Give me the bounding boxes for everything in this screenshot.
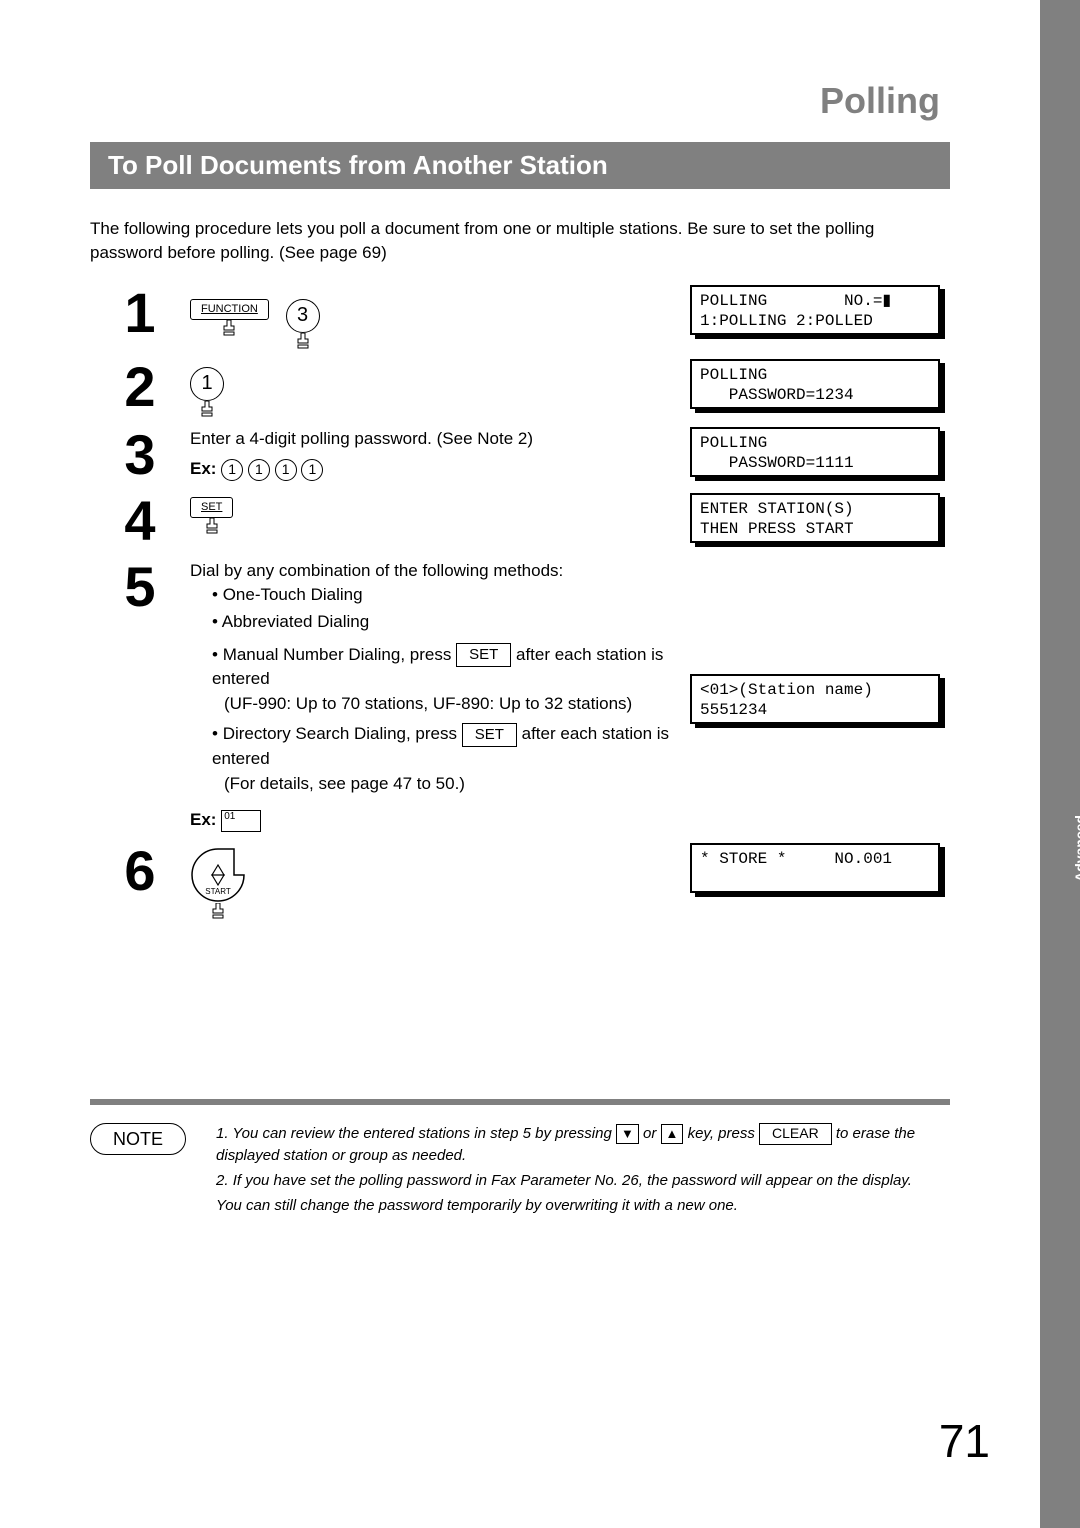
lcd-display: POLLING NO.=▮ 1:POLLING 2:POLLED	[690, 285, 940, 335]
lcd-line1: <01>(Station name)	[700, 681, 873, 699]
bullet-4: • Directory Search Dialing, press SET af…	[212, 722, 680, 796]
lcd-display: ENTER STATION(S) THEN PRESS START	[690, 493, 940, 543]
press-hand-icon	[293, 333, 313, 349]
step-number: 5	[90, 559, 190, 615]
start-key[interactable]: START	[190, 847, 246, 903]
lcd-line1: POLLING	[700, 366, 767, 384]
lcd-line2: THEN PRESS START	[700, 520, 854, 538]
step-3: 3 Enter a 4-digit polling password. (See…	[90, 427, 950, 483]
circle-key-stack: 3	[286, 299, 320, 349]
numkey-1[interactable]: 1	[275, 459, 297, 481]
set-key-inline[interactable]: SET	[456, 643, 511, 667]
step-6: 6 START	[90, 843, 950, 919]
lcd-line1: * STORE * NO.001	[700, 850, 892, 868]
step-5: 5 Dial by any combination of the followi…	[90, 559, 950, 833]
lcd-line1: POLLING NO.=▮	[700, 292, 891, 310]
step-1: 1 FUNCTION 3	[90, 285, 950, 349]
step3-text: Enter a 4-digit polling password. (See N…	[190, 427, 680, 452]
bullet-2-text: Abbreviated Dialing	[222, 612, 369, 631]
lcd-display: * STORE * NO.001	[690, 843, 940, 893]
step-4: 4 SET ENTER STATION(S) THEN PRESS START	[90, 493, 950, 549]
side-tab-text-top: Advanced	[1072, 815, 1080, 882]
manual-page: Advanced Features Polling To Poll Docume…	[0, 0, 1080, 1528]
ex-label: Ex:	[190, 810, 216, 829]
note-2a: 2. If you have set the polling password …	[216, 1170, 950, 1191]
circle-key-stack: 1	[190, 367, 224, 417]
press-hand-icon	[219, 320, 239, 336]
lcd-display: POLLING PASSWORD=1111	[690, 427, 940, 477]
note-1c: key, press	[688, 1125, 759, 1142]
note-body: 1. You can review the entered stations i…	[216, 1123, 950, 1220]
lcd-line1: ENTER STATION(S)	[700, 500, 854, 518]
function-key[interactable]: FUNCTION	[190, 299, 269, 320]
lcd-line2: 1:POLLING 2:POLLED	[700, 312, 873, 330]
down-arrow-key[interactable]: ▼	[616, 1124, 639, 1144]
page-number: 71	[939, 1414, 990, 1468]
step-number: 2	[90, 359, 190, 415]
bullet-3: • Manual Number Dialing, press SET after…	[212, 643, 680, 717]
note-2b: You can still change the password tempor…	[216, 1195, 950, 1216]
bullet-3c: (UF-990: Up to 70 stations, UF-890: Up t…	[224, 694, 632, 713]
ex-label: Ex:	[190, 459, 216, 478]
lcd-display: POLLING PASSWORD=1234	[690, 359, 940, 409]
start-key-stack: START	[190, 847, 246, 919]
numkey-1[interactable]: 1	[221, 459, 243, 481]
numkey-1[interactable]: 1	[248, 459, 270, 481]
side-tab: Advanced Features	[1040, 0, 1080, 1528]
step-number: 3	[90, 427, 190, 483]
lcd-line2: PASSWORD=1234	[700, 386, 854, 404]
numkey-3[interactable]: 3	[286, 299, 320, 333]
step-2: 2 1 POLLING PASSWORD=1234	[90, 359, 950, 417]
step5-intro: Dial by any combination of the following…	[190, 559, 680, 584]
bullet-1-text: One-Touch Dialing	[223, 585, 363, 604]
bottom-divider	[90, 1099, 950, 1105]
numkey-1[interactable]: 1	[301, 459, 323, 481]
function-key-stack: FUNCTION	[190, 299, 269, 336]
note-1a: 1. You can review the entered stations i…	[216, 1125, 616, 1142]
page-content: Polling To Poll Documents from Another S…	[0, 0, 1040, 1280]
intro-text: The following procedure lets you poll a …	[90, 217, 950, 265]
side-tab-label: Advanced Features	[1072, 815, 1080, 882]
set-key-stack: SET	[190, 497, 233, 534]
bullet-4a: Directory Search Dialing, press	[223, 724, 462, 743]
bullet-4c: (For details, see page 47 to 50.)	[224, 774, 465, 793]
up-arrow-key[interactable]: ▲	[661, 1124, 684, 1144]
step-number: 4	[90, 493, 190, 549]
numkey-1[interactable]: 1	[190, 367, 224, 401]
start-label: START	[205, 887, 231, 896]
clear-key[interactable]: CLEAR	[759, 1123, 832, 1145]
press-hand-icon	[208, 903, 228, 919]
step-number: 6	[90, 843, 190, 899]
bullet-1: • One-Touch Dialing	[212, 583, 680, 608]
set-key-inline[interactable]: SET	[462, 723, 517, 747]
note-label: NOTE	[90, 1123, 186, 1155]
step-number: 1	[90, 285, 190, 341]
bullet-3a: Manual Number Dialing, press	[223, 645, 456, 664]
press-hand-icon	[202, 518, 222, 534]
chapter-title: Polling	[90, 80, 950, 122]
lcd-line2: PASSWORD=1111	[700, 454, 854, 472]
bullet-2: • Abbreviated Dialing	[212, 610, 680, 635]
lcd-line2: 5551234	[700, 701, 767, 719]
section-title: To Poll Documents from Another Station	[90, 142, 950, 189]
press-hand-icon	[197, 401, 217, 417]
note-section: NOTE 1. You can review the entered stati…	[90, 1123, 950, 1220]
lcd-display: <01>(Station name) 5551234	[690, 674, 940, 724]
onetouch-key-01[interactable]: 01	[221, 810, 261, 832]
note-1b: or	[643, 1125, 661, 1142]
lcd-line1: POLLING	[700, 434, 767, 452]
set-key[interactable]: SET	[190, 497, 233, 518]
note-1: 1. You can review the entered stations i…	[216, 1123, 950, 1166]
